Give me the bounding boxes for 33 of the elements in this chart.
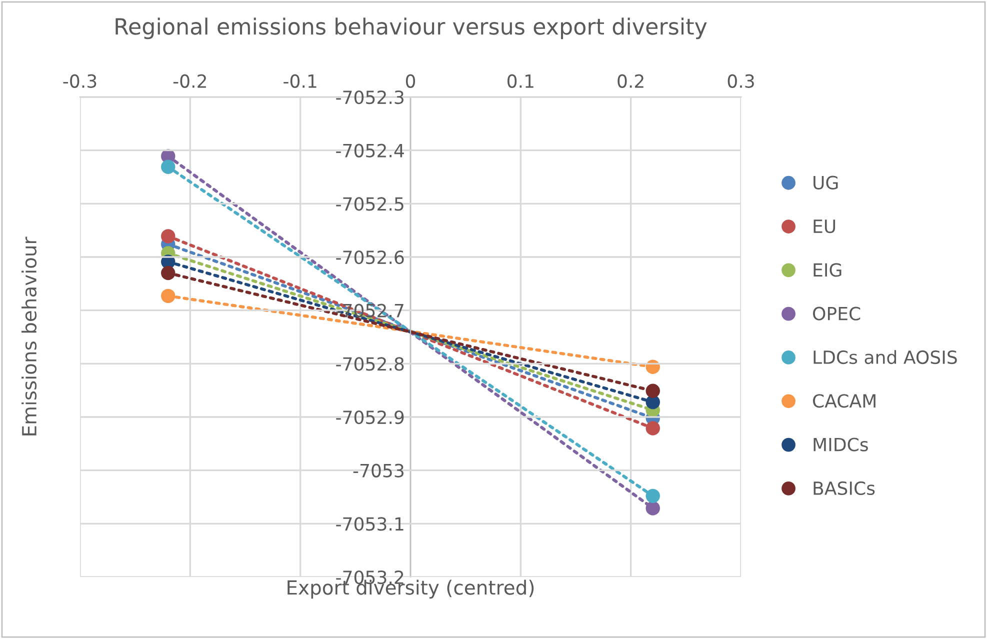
point [161, 266, 176, 280]
y-tick-label: -7052.5 [336, 197, 404, 211]
legend-label: MIDCs [814, 438, 868, 452]
y-tick-label: -7052.8 [336, 357, 404, 371]
point [646, 501, 660, 516]
point [646, 421, 660, 436]
x-tick-label: -0.2 [173, 74, 206, 88]
point [161, 288, 176, 304]
x-tick-label: 0.3 [728, 74, 754, 88]
legend-label: EU [814, 220, 836, 234]
legend-label: CACAM [813, 394, 876, 408]
point [161, 229, 176, 244]
point [161, 160, 176, 174]
y-tick-label: -7053.1 [336, 517, 404, 531]
x-tick-label: -0.3 [63, 74, 96, 88]
chart-title: Regional emissions behaviour versus export diversity [116, 18, 707, 40]
y-tick-label: -7052.4 [336, 144, 404, 158]
legend-label: EIG [814, 263, 842, 277]
point [646, 488, 660, 504]
y-tick-label: -7052.3 [336, 90, 404, 104]
x-tick-label: 0.2 [618, 74, 644, 88]
legend-label: BASICs [814, 481, 875, 496]
y-tick-label: -7053 [353, 464, 404, 478]
x-tick-label: 0 [406, 74, 416, 88]
legend-label: UG [814, 176, 838, 190]
point [646, 384, 660, 398]
y-tick-label: -7052.9 [336, 410, 404, 424]
y-axis-title: Emissions behaviour [22, 236, 37, 436]
y-tick-label: -7052.6 [336, 250, 404, 264]
x-tick-label: -0.1 [284, 74, 316, 88]
x-tick-label: 0.1 [508, 74, 534, 88]
legend-label: LDCs and AOSIS [814, 350, 957, 364]
legend-label: OPEC [813, 306, 860, 320]
